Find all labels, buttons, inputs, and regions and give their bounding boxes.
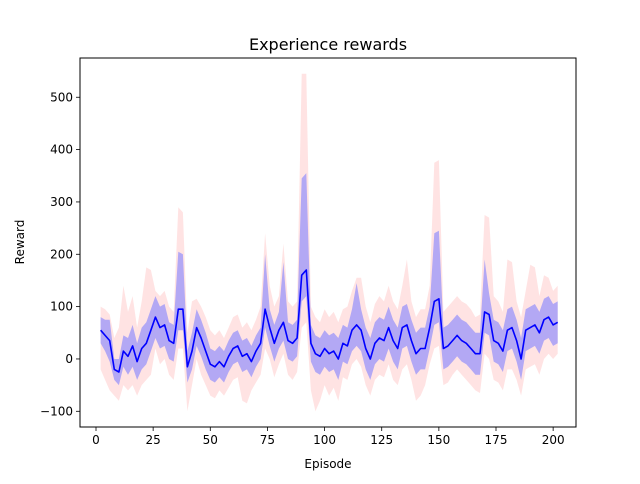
min-max-band (100, 73, 558, 412)
y-tick-label: 300 (50, 195, 73, 209)
x-axis-ticks: 0 25 50 75 100 125 150 175 200 (92, 427, 565, 447)
bands-group (100, 73, 558, 412)
x-tick-label: 125 (370, 433, 393, 447)
y-axis-label: Reward (13, 220, 27, 265)
y-axis-ticks: −100 0 100 200 300 400 500 (40, 90, 80, 418)
x-tick-label: 200 (542, 433, 565, 447)
mean-line-group (99, 269, 559, 373)
y-tick-label: 200 (50, 247, 73, 261)
plot-frame (79, 57, 577, 428)
y-tick-label: 0 (65, 352, 73, 366)
x-tick-label: 25 (146, 433, 161, 447)
x-tick-label: 50 (203, 433, 218, 447)
x-tick-label: 175 (485, 433, 508, 447)
chart-title: Experience rewards (249, 35, 407, 54)
std-band (100, 173, 558, 386)
y-tick-label: 500 (50, 90, 73, 104)
mean-reward-line (99, 269, 559, 373)
x-tick-label: 0 (92, 433, 100, 447)
x-tick-label: 150 (427, 433, 450, 447)
y-tick-label: 400 (50, 143, 73, 157)
x-axis-label: Episode (304, 457, 351, 471)
x-tick-label: 75 (260, 433, 275, 447)
x-tick-label: 100 (313, 433, 336, 447)
y-tick-label: 100 (50, 300, 73, 314)
y-tick-label: −100 (40, 404, 73, 418)
